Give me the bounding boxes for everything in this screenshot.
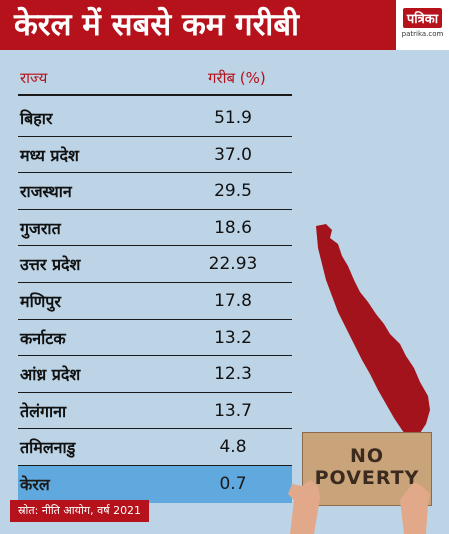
source-note: स्रोत: नीति आयोग, वर्ष 2021 — [10, 500, 150, 522]
state-name: कर्नाटक — [20, 328, 66, 348]
logo-text: पत्रिका — [402, 8, 443, 28]
table-row: उत्तर प्रदेश 22.93 — [18, 246, 292, 283]
state-name: मध्य प्रदेश — [20, 145, 79, 165]
column-header-state: राज्य — [20, 69, 48, 87]
table-row: आंध्र प्रदेश 12.3 — [18, 356, 292, 393]
poverty-value: 12.3 — [214, 364, 252, 385]
state-name: गुजरात — [20, 218, 61, 238]
table-body: बिहार 51.9 मध्य प्रदेश 37.0 राजस्थान 29.5 ग… — [18, 100, 292, 503]
table-row-highlighted: केरल 0.7 — [18, 465, 292, 503]
logo-subtext: patrika.com — [401, 30, 444, 38]
poverty-value: 13.7 — [214, 400, 252, 421]
page-title: केरल में सबसे कम गरीबी — [0, 0, 396, 50]
table-row: तमिलनाडु 4.8 — [18, 429, 292, 466]
table-row: तेलंगाना 13.7 — [18, 393, 292, 430]
poverty-value: 0.7 — [219, 473, 247, 494]
state-name: मणिपुर — [20, 291, 61, 311]
protest-sign: NO POVERTY — [302, 432, 432, 506]
poverty-value: 17.8 — [214, 290, 252, 311]
table-row: राजस्थान 29.5 — [18, 173, 292, 210]
table-row: मध्य प्रदेश 37.0 — [18, 137, 292, 174]
raised-hands-icon — [288, 480, 430, 534]
poverty-value: 37.0 — [214, 144, 252, 165]
column-header-poverty: गरीब (%) — [208, 69, 266, 87]
poverty-value: 18.6 — [214, 217, 252, 238]
poverty-value: 4.8 — [219, 437, 247, 458]
table-row: मणिपुर 17.8 — [18, 283, 292, 320]
state-name: बिहार — [20, 109, 53, 128]
state-name: तमिलनाडु — [20, 438, 76, 458]
sign-text: NO POVERTY — [314, 445, 420, 489]
table-row: गुजरात 18.6 — [18, 210, 292, 247]
poverty-value: 22.93 — [208, 254, 258, 275]
kerala-map-icon — [316, 224, 430, 440]
table-row: कर्नाटक 13.2 — [18, 320, 292, 357]
poverty-value: 51.9 — [214, 108, 252, 128]
state-name: उत्तर प्रदेश — [20, 255, 81, 275]
table-header: राज्य गरीब (%) — [18, 68, 292, 96]
state-name: केरल — [20, 474, 50, 494]
poverty-value: 29.5 — [214, 181, 252, 202]
state-name: राजस्थान — [20, 182, 72, 202]
logo: पत्रिका patrika.com — [396, 0, 449, 50]
poverty-value: 13.2 — [214, 327, 252, 348]
table-row: बिहार 51.9 — [18, 100, 292, 137]
state-name: तेलंगाना — [20, 401, 67, 421]
state-name: आंध्र प्रदेश — [20, 365, 81, 385]
